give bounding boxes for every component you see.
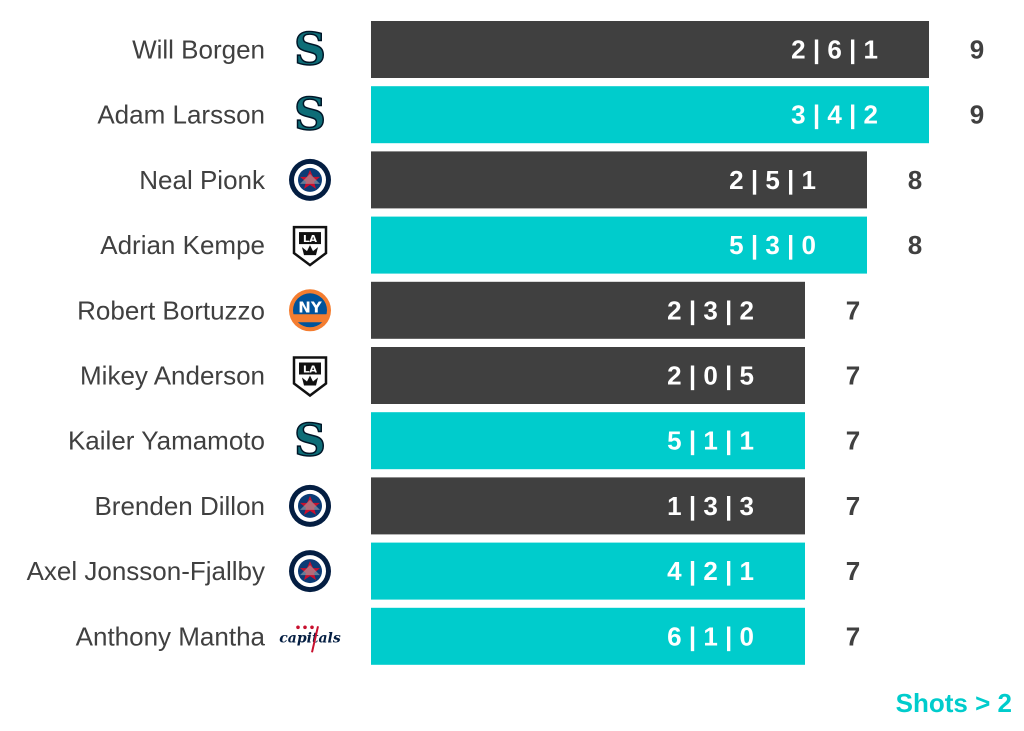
jets-icon [289, 158, 331, 201]
svg-text:LA: LA [303, 365, 317, 376]
bar [371, 86, 929, 144]
bar [371, 347, 805, 404]
bar [371, 281, 805, 339]
kraken-icon: S [293, 89, 326, 142]
bar [371, 412, 805, 470]
player-name-label: Anthony Mantha [76, 621, 266, 651]
player-name-label: Will Borgen [132, 35, 265, 65]
jets-icon [289, 550, 331, 593]
svg-text:NY: NY [298, 298, 323, 316]
player-name-label: Brenden Dillon [94, 491, 265, 521]
svg-text:capitals: capitals [279, 630, 341, 646]
bar-total-label: 7 [846, 621, 860, 651]
bar-total-label: 7 [846, 295, 860, 325]
bar-total-label: 7 [846, 361, 860, 391]
bar-total-label: 9 [970, 100, 984, 130]
bar [371, 607, 805, 665]
bar-total-label: 7 [846, 556, 860, 586]
jets-icon [289, 484, 331, 527]
bar-total-label: 7 [846, 491, 860, 521]
svg-text:S: S [294, 90, 326, 141]
player-name-label: Mikey Anderson [80, 361, 265, 391]
bar-value-label: 2 | 6 | 1 [791, 35, 878, 65]
bar [371, 216, 867, 274]
bar-total-label: 7 [846, 426, 860, 456]
bar-total-label: 8 [908, 230, 922, 260]
bar [371, 542, 805, 600]
kraken-icon: S [293, 24, 326, 77]
bar-value-label: 2 | 5 | 1 [729, 165, 816, 195]
player-name-label: Adrian Kempe [100, 230, 265, 260]
legend-shots: Shots > 2 [895, 688, 1012, 718]
player-name-label: Robert Bortuzzo [77, 295, 265, 325]
bar-value-label: 5 | 1 | 1 [667, 426, 754, 456]
bar-value-label: 5 | 3 | 0 [729, 230, 816, 260]
islanders-icon: NY [289, 289, 331, 332]
bar [371, 151, 867, 209]
capitals-icon: capitals [279, 625, 341, 653]
player-name-label: Axel Jonsson-Fjallby [27, 556, 265, 586]
bar-value-label: 1 | 3 | 3 [667, 491, 754, 521]
bar [371, 21, 929, 78]
kings-icon: LA [292, 356, 328, 398]
player-name-label: Neal Pionk [139, 165, 266, 195]
bar-value-label: 6 | 1 | 0 [667, 621, 754, 651]
svg-text:LA: LA [303, 234, 317, 245]
svg-text:S: S [294, 416, 326, 467]
player-name-label: Adam Larsson [97, 100, 265, 130]
bar-total-label: 8 [908, 165, 922, 195]
kraken-icon: S [293, 415, 326, 468]
bar-value-label: 2 | 3 | 2 [667, 295, 754, 325]
kings-icon: LA [292, 225, 328, 267]
player-name-label: Kailer Yamamoto [68, 426, 265, 456]
bar [371, 477, 805, 535]
bar-value-label: 3 | 4 | 2 [791, 100, 878, 130]
svg-text:S: S [294, 25, 326, 76]
bar-value-label: 4 | 2 | 1 [667, 556, 754, 586]
bar-total-label: 9 [970, 35, 984, 65]
bar-value-label: 2 | 0 | 5 [667, 361, 754, 391]
